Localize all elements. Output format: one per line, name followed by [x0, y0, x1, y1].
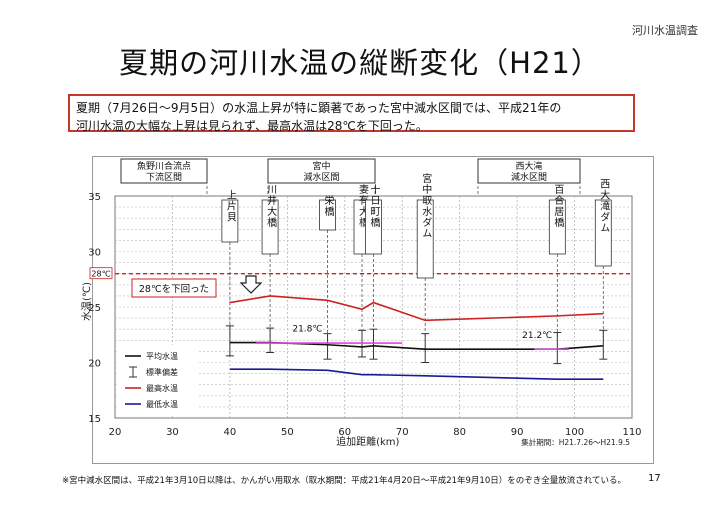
section-label-line1: 宮中: [312, 160, 330, 172]
legend-label: 標準偏差: [146, 367, 178, 377]
x-tick-label: 20: [109, 427, 122, 438]
section-box: [120, 158, 208, 184]
annotation-avg-212: 21.2℃: [522, 331, 552, 341]
station-box: [319, 199, 336, 231]
legend-label: 平均水温: [146, 351, 178, 361]
station-box: [548, 199, 566, 255]
annotation-below-28: 28℃を下回った: [139, 284, 209, 295]
y-tick-label: 15: [88, 414, 101, 425]
y-tick-label: 30: [88, 248, 101, 259]
series-max-line: [229, 295, 604, 322]
station-label: 宮中取水ダム: [420, 172, 432, 239]
section-label-line2: 減水区間: [303, 171, 339, 183]
station-box: [416, 199, 434, 279]
footnote: ※宮中減水区間は、平成21年3月10日以降は、かんがい用取水（取水期間：平成21…: [62, 476, 626, 486]
summary-line-2: 河川水温の大幅な上昇は見られず、最高水温は28℃を下回った。: [76, 119, 428, 133]
x-tick-label: 30: [166, 427, 179, 438]
x-tick-label: 60: [338, 427, 351, 438]
series-min-line: [229, 368, 604, 380]
station-label: 川井大橋: [265, 184, 277, 228]
x-tick-label: 100: [565, 427, 584, 438]
station-label: 西大滝ダム: [598, 179, 610, 234]
section-label-line1: 魚野川合流点: [137, 160, 191, 172]
page-number: 17: [648, 473, 661, 484]
y-tick-label: 35: [88, 192, 101, 203]
station-box: [221, 199, 239, 243]
station-box: [594, 199, 612, 267]
legend-label: 最高水温: [146, 383, 178, 393]
reference-label-box: [89, 267, 113, 280]
x-tick-label: 90: [511, 427, 524, 438]
document-header-label: 河川水温調査: [632, 24, 698, 37]
section-box: [267, 158, 376, 184]
station-label: 百合居橋: [552, 184, 564, 228]
section-box: [477, 158, 581, 184]
x-axis-label: 追加距離(km): [336, 435, 399, 448]
summary-line-1: 夏期（7月26日〜9月5日）の水温上昇が特に顕著であった宮中減水区間では、平成2…: [76, 101, 562, 115]
chart-frame: [92, 156, 654, 464]
period-note: 集計期間：H21.7.26〜H21.9.5: [521, 437, 630, 447]
section-label-line2: 減水区間: [511, 171, 547, 183]
x-tick-label: 110: [622, 427, 641, 438]
x-tick-label: 40: [224, 427, 237, 438]
x-tick-label: 80: [453, 427, 466, 438]
y-tick-label: 25: [88, 303, 101, 314]
down-arrow-icon: [239, 275, 263, 294]
x-tick-label: 50: [281, 427, 294, 438]
x-tick-label: 70: [396, 427, 409, 438]
y-tick-label: 20: [88, 359, 101, 370]
station-label: 上片貝: [224, 189, 236, 222]
annotation-avg-218: 21.8℃: [292, 324, 322, 334]
page-title: 夏期の河川水温の縦断変化（H21）: [119, 46, 601, 80]
y-axis-label: 水温(℃): [81, 282, 93, 321]
station-label: 栄橋: [322, 195, 334, 217]
section-label-line1: 西大滝: [515, 160, 542, 172]
legend-label: 最低水温: [146, 399, 178, 409]
station-label: 十日町橋: [368, 183, 380, 228]
station-box: [261, 199, 279, 255]
section-label-line2: 下流区間: [146, 171, 182, 183]
annotation-box: [131, 278, 217, 298]
reference-line-label: 28℃: [91, 270, 110, 279]
station-box: [365, 199, 382, 255]
summary-box: 夏期（7月26日〜9月5日）の水温上昇が特に顕著であった宮中減水区間では、平成2…: [68, 94, 635, 133]
